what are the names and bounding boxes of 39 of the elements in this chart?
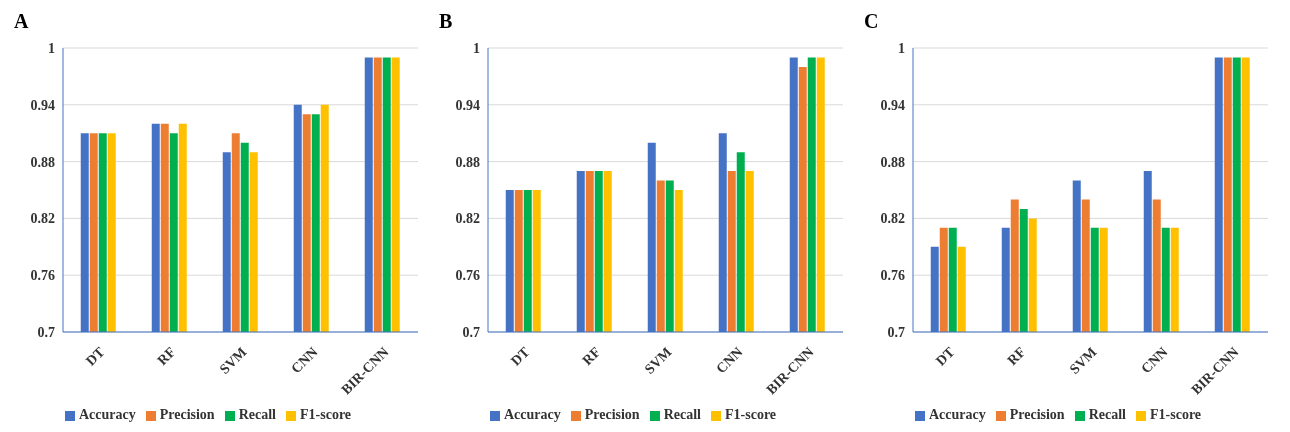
legend-label: Accuracy bbox=[928, 407, 986, 422]
y-tick-label: 0.82 bbox=[880, 211, 905, 227]
legend-label: Recall bbox=[663, 407, 701, 422]
legend-label: Precision bbox=[584, 407, 640, 422]
x-tick-label: RF bbox=[579, 344, 604, 369]
x-tick-label: DT bbox=[933, 343, 958, 369]
x-tick-label: RF bbox=[1004, 344, 1029, 369]
legend-label: Precision bbox=[1009, 407, 1065, 422]
legend-label: Accuracy bbox=[78, 407, 136, 422]
y-tick-label: 0.82 bbox=[455, 211, 480, 227]
y-tick-label: 0.88 bbox=[880, 154, 905, 170]
legend-label: F1-score bbox=[300, 407, 352, 422]
legend-label: Precision bbox=[159, 407, 215, 422]
legend-label: F1-score bbox=[1150, 407, 1202, 422]
y-tick-label: 0.76 bbox=[30, 268, 55, 284]
y-tick-label: 0.94 bbox=[880, 97, 905, 113]
y-tick-label: 0.76 bbox=[880, 268, 905, 284]
y-tick-label: 0.94 bbox=[455, 97, 480, 113]
y-tick-label: 1 bbox=[898, 40, 905, 56]
legend-label: Recall bbox=[238, 407, 276, 422]
y-tick-label: 0.94 bbox=[30, 97, 55, 113]
legend-label: Accuracy bbox=[503, 407, 561, 422]
chart-title: C bbox=[864, 10, 879, 33]
y-tick-label: 0.7 bbox=[887, 324, 905, 340]
x-tick-label: DT bbox=[508, 343, 533, 369]
y-tick-label: 0.7 bbox=[37, 324, 55, 340]
y-tick-label: 0.88 bbox=[30, 154, 55, 170]
chart-title: B bbox=[439, 10, 453, 33]
legend-label: F1-score bbox=[725, 407, 777, 422]
y-tick-label: 1 bbox=[473, 40, 480, 56]
y-tick-label: 0.88 bbox=[455, 154, 480, 170]
y-tick-label: 0.7 bbox=[462, 324, 480, 340]
y-tick-label: 0.76 bbox=[455, 268, 480, 284]
x-tick-label: RF bbox=[154, 344, 179, 369]
x-tick-label: DT bbox=[83, 343, 108, 369]
chart-title: A bbox=[14, 10, 29, 33]
y-tick-label: 1 bbox=[48, 40, 55, 56]
y-tick-label: 0.82 bbox=[30, 211, 55, 227]
legend-label: Recall bbox=[1088, 407, 1126, 422]
